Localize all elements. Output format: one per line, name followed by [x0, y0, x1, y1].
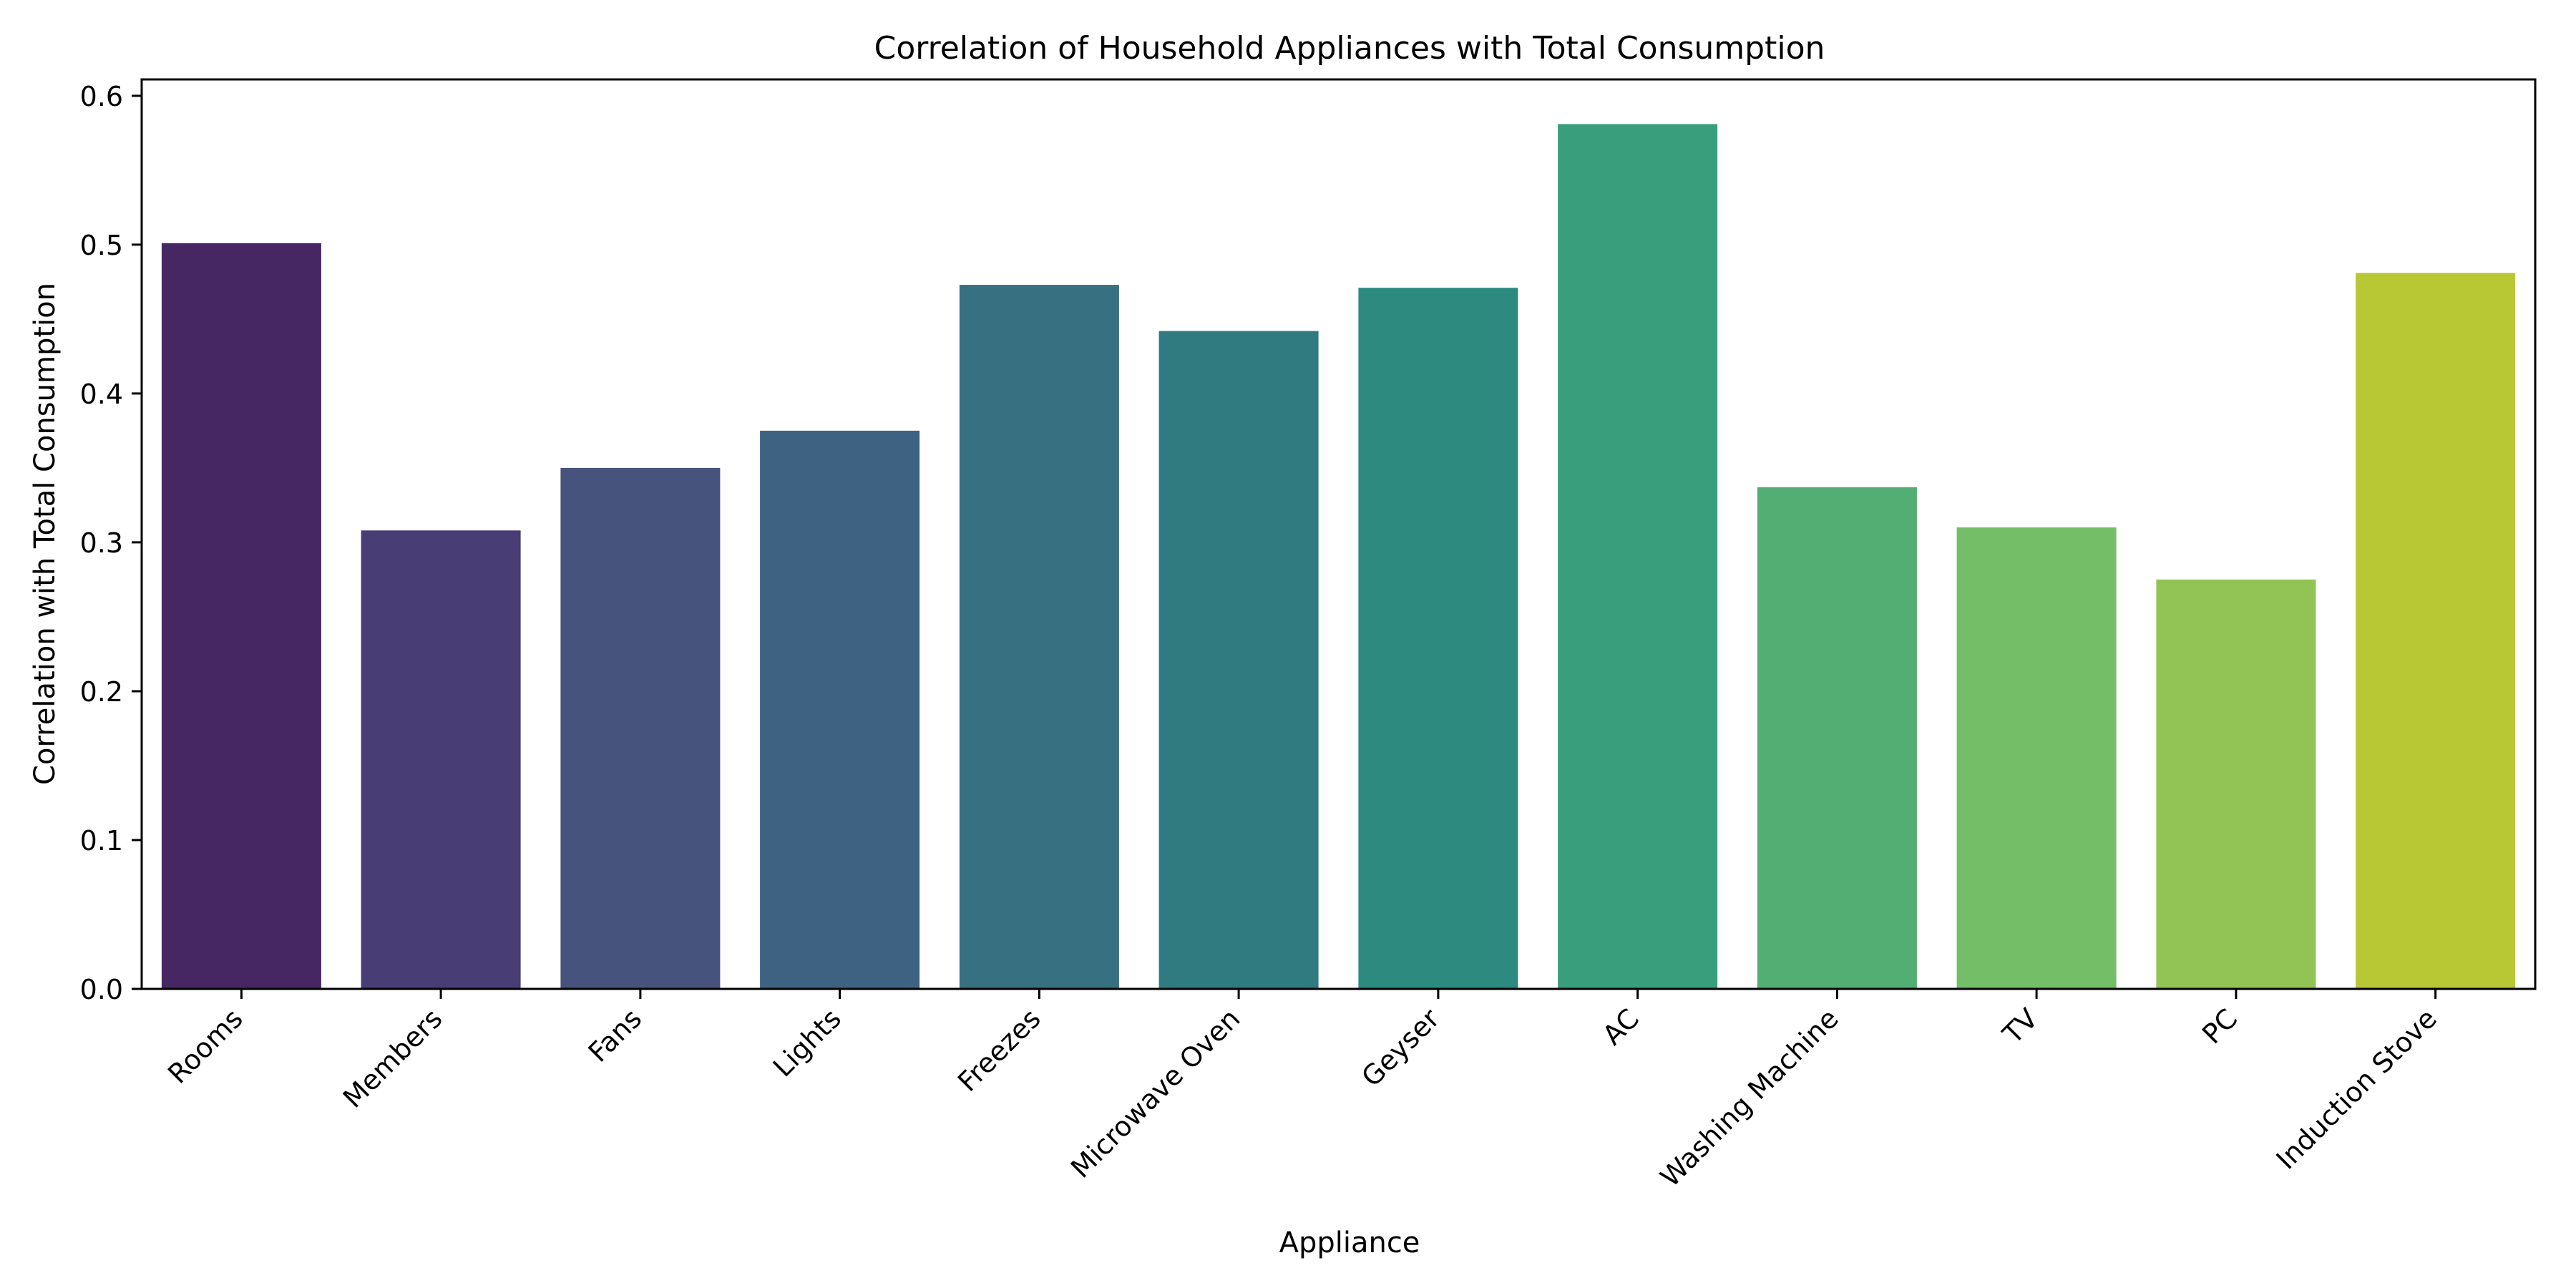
y-axis: 0.0 0.1 0.2 0.3 0.4 0.5 0.6	[80, 81, 142, 1005]
x-tick-label: AC	[1596, 1002, 1645, 1051]
x-tick-label: Lights	[767, 1002, 847, 1083]
y-axis-label: Correlation with Total Consumption	[29, 283, 62, 785]
plot-frame	[140, 78, 2537, 990]
x-tick-label: Fans	[582, 1002, 648, 1068]
x-tick-label: Washing Machine	[1654, 1002, 1845, 1193]
bar-ac	[1558, 124, 1718, 989]
x-tick-label: TV	[1996, 1002, 2044, 1050]
bar-washing-machine	[1757, 487, 1917, 989]
x-tick-label: Geyser	[1355, 1002, 1445, 1093]
bar-lights	[760, 430, 920, 989]
bar-induction-stove	[2356, 273, 2516, 989]
y-tick-label: 0.0	[80, 974, 123, 1005]
bars-group	[161, 124, 2516, 990]
bar-rooms	[161, 243, 321, 989]
bar-freezes	[959, 285, 1119, 990]
x-tick-label: Induction Stove	[2270, 1002, 2443, 1175]
y-tick-label: 0.5	[80, 230, 123, 261]
x-tick-label: PC	[2196, 1002, 2243, 1050]
x-axis: Rooms Members Fans Lights Freezes Microwave O…	[162, 989, 2443, 1193]
y-tick-label: 0.1	[80, 825, 123, 857]
chart-title: Correlation of Household Appliances with…	[874, 30, 1825, 67]
x-tick-label: Freezes	[952, 1002, 1047, 1098]
y-tick-label: 0.4	[80, 379, 123, 410]
bar-geyser	[1358, 288, 1518, 989]
x-tick-label: Microwave Oven	[1065, 1002, 1246, 1184]
bar-members	[361, 530, 521, 989]
x-tick-label: Members	[337, 1002, 449, 1114]
y-tick-label: 0.6	[80, 81, 123, 112]
bar-tv	[1956, 527, 2117, 989]
bar-microwave-oven	[1158, 331, 1319, 990]
x-tick-label: Rooms	[162, 1002, 249, 1090]
y-tick-label: 0.2	[80, 676, 123, 708]
bar-fans	[560, 467, 721, 989]
y-tick-label: 0.3	[80, 527, 123, 559]
x-axis-label: Appliance	[1279, 1226, 1420, 1259]
bar-pc	[2156, 579, 2316, 989]
